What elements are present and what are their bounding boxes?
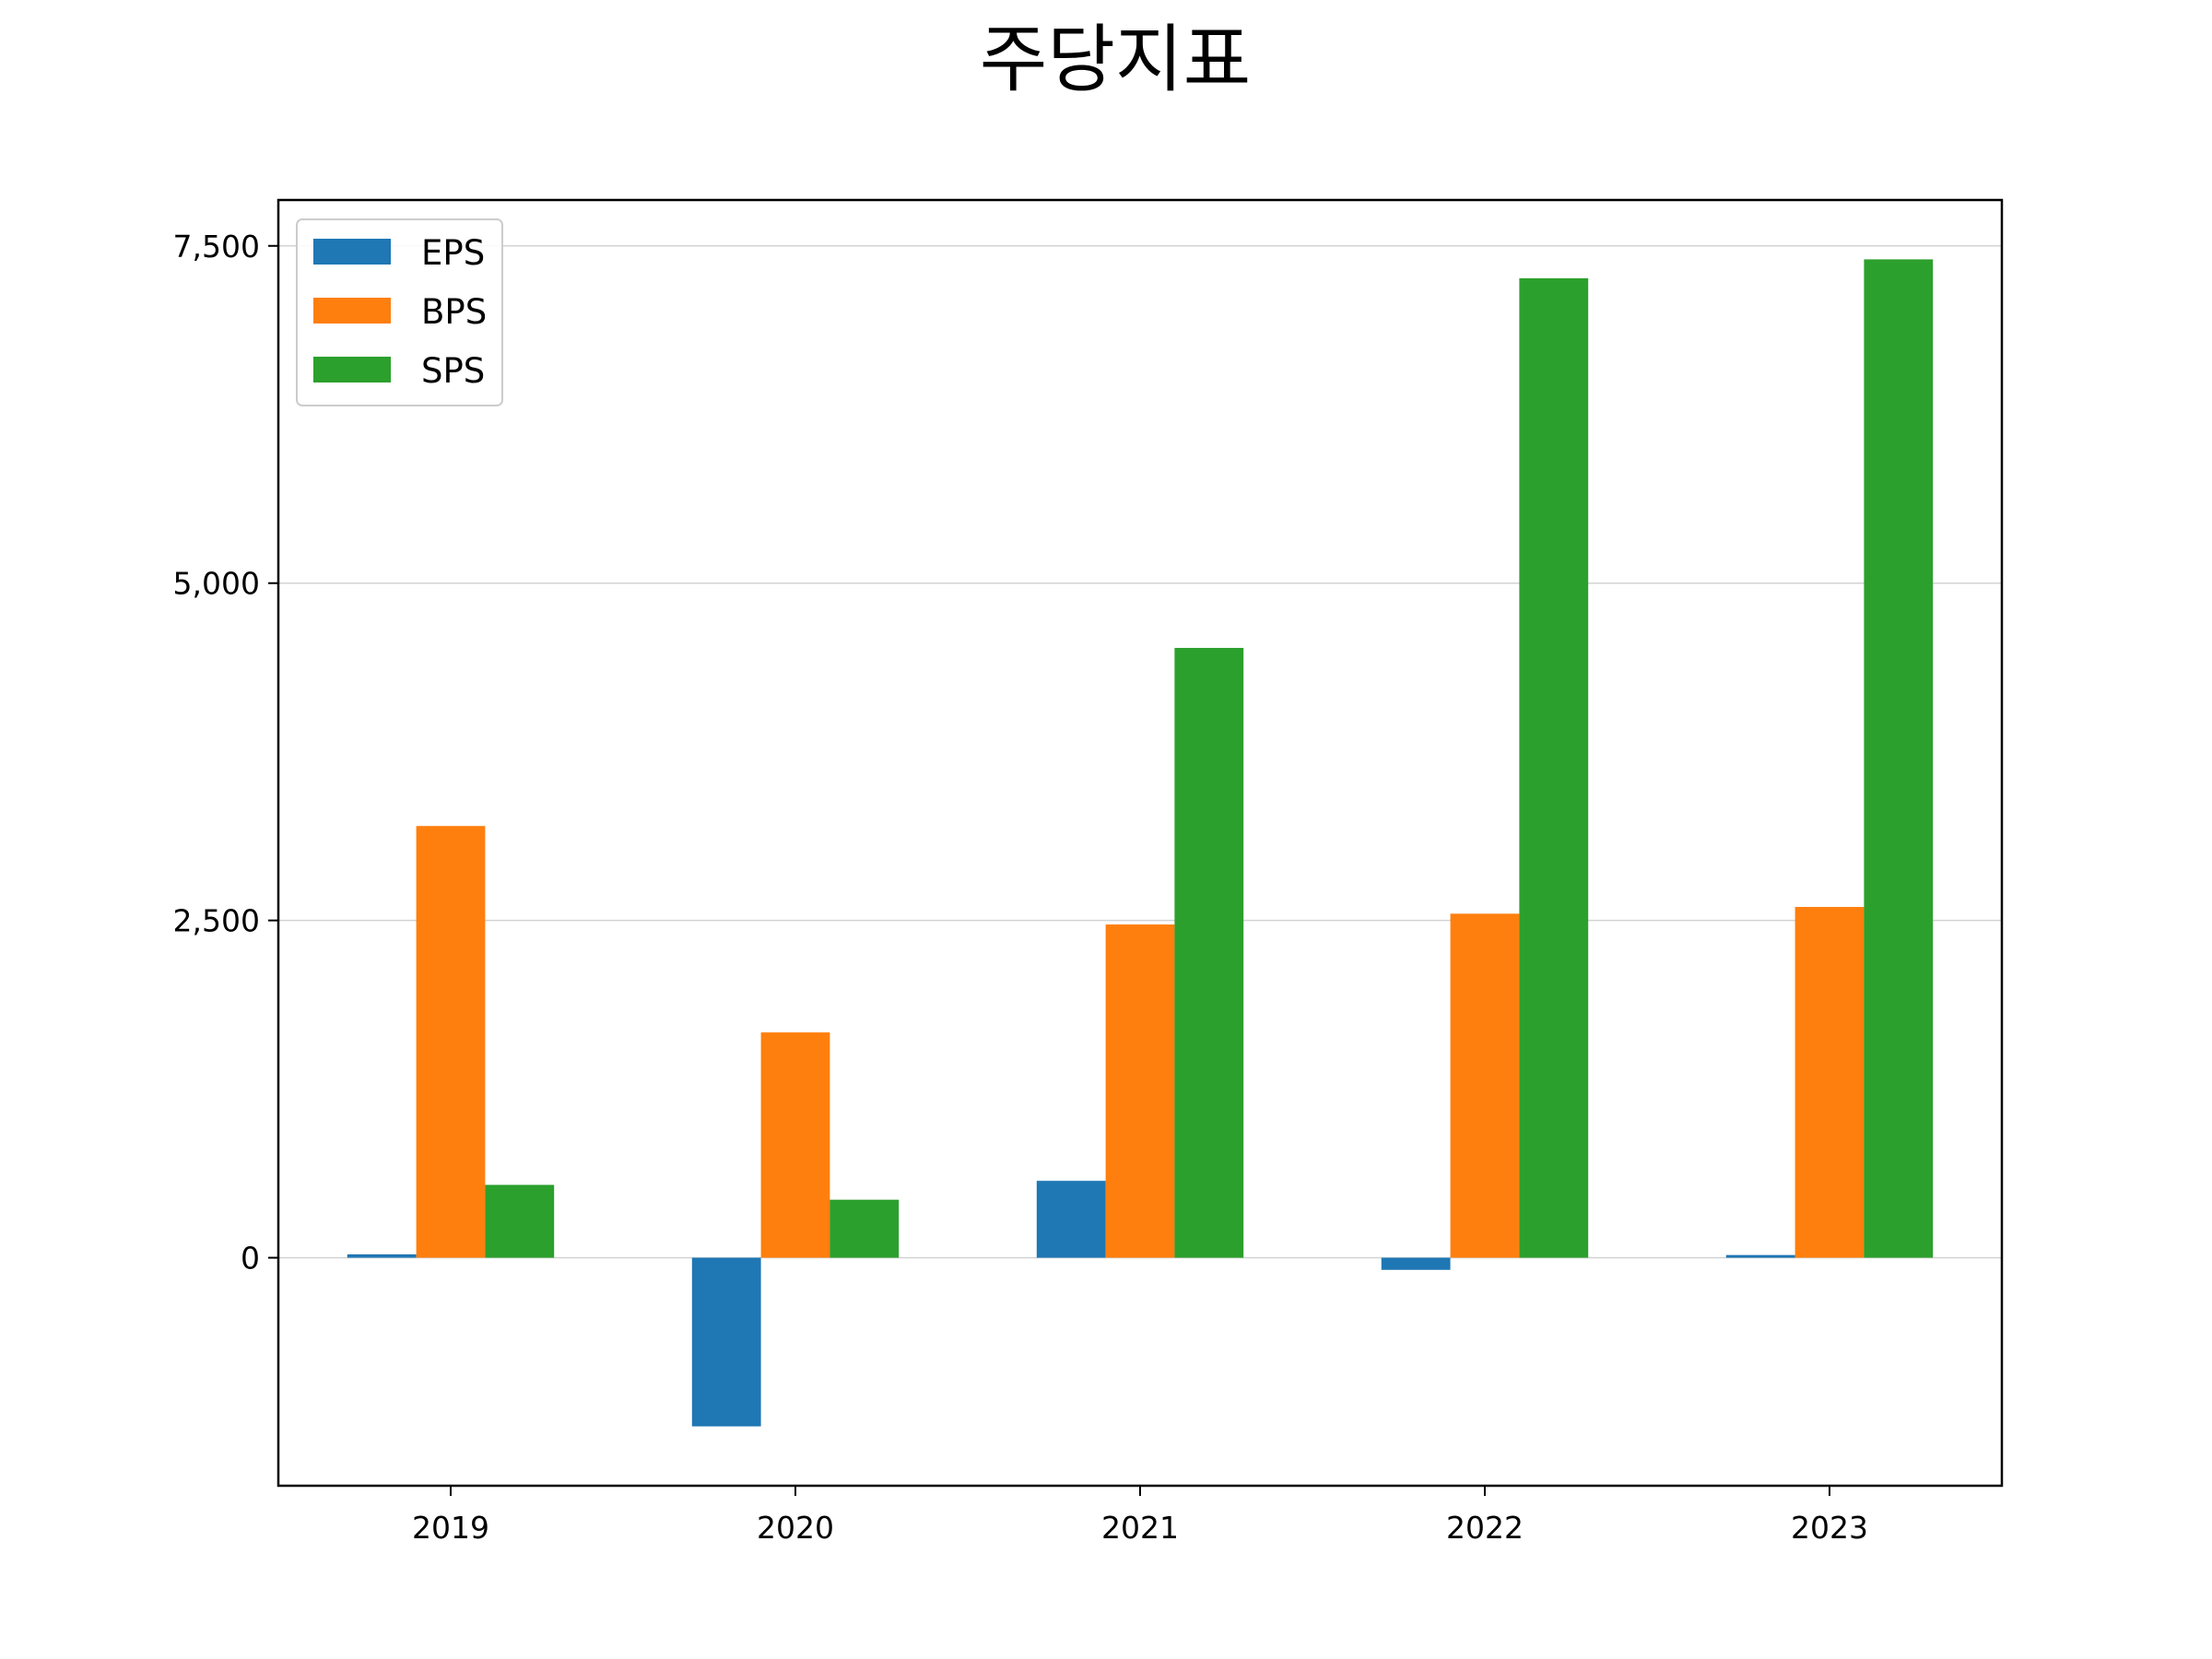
bar-eps-2023 [1725,1254,1795,1258]
bar-bps-2019 [416,826,486,1258]
bar-eps-2021 [1036,1181,1106,1258]
y-axis: 0 2,500 5,000 7,500 [173,229,278,1277]
y-tick-label: 7,500 [173,229,260,265]
bar-bps-2022 [1450,913,1520,1258]
legend-label-sps: SPS [421,351,485,391]
legend-label-eps: EPS [421,233,485,273]
bar-bps-2023 [1794,907,1865,1258]
bar-eps-2022 [1381,1257,1451,1270]
x-tick-label: 2022 [1446,1510,1524,1546]
legend-label-bps: BPS [421,292,487,332]
bar-sps-2023 [1864,259,1934,1258]
bar-bps-2020 [760,1032,830,1258]
legend: EPS BPS SPS [296,218,503,406]
y-tick-label: 5,000 [173,566,260,602]
legend-swatch-bps [313,298,391,324]
bar-sps-2021 [1174,647,1244,1258]
x-axis: 2019 2020 2021 2022 2023 [412,1486,1868,1546]
bar-eps-2019 [347,1253,417,1258]
x-tick-label: 2019 [412,1510,489,1546]
x-tick-label: 2021 [1101,1510,1179,1546]
bar-eps-2020 [691,1257,761,1427]
bars [347,259,1934,1427]
plot-frame [276,198,2004,1488]
y-tick-label: 0 [241,1241,260,1277]
legend-swatch-eps [313,239,391,265]
bar-sps-2020 [830,1199,900,1258]
legend-swatch-sps [313,357,391,382]
bar-sps-2019 [485,1184,555,1258]
bar-sps-2022 [1519,277,1589,1258]
chart-title: 주당지표 [980,17,1251,102]
y-tick-label: 2,500 [173,903,260,939]
bar-bps-2021 [1105,924,1175,1258]
x-tick-label: 2020 [757,1510,834,1546]
x-tick-label: 2023 [1791,1510,1868,1546]
